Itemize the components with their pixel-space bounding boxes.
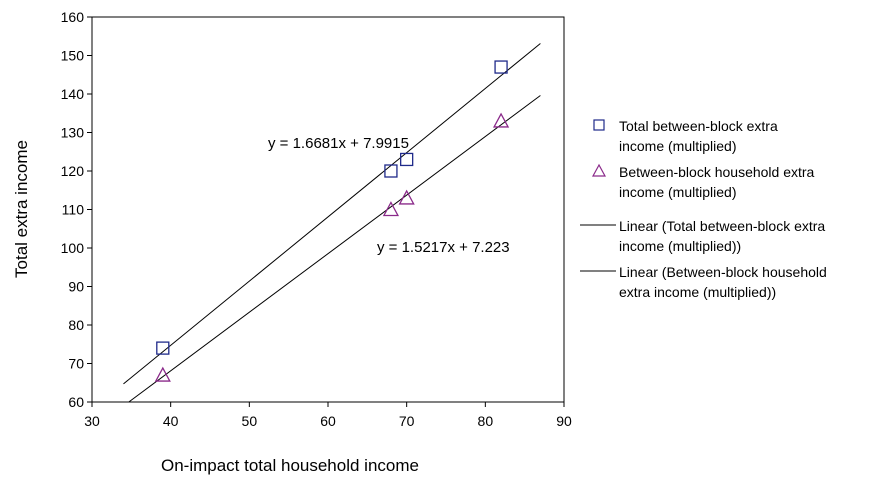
y-tick-label: 100 (61, 240, 85, 256)
y-axis-title: Total extra income (12, 140, 31, 278)
legend-label-line2: income (multiplied)) (619, 238, 741, 254)
x-tick-label: 90 (556, 413, 572, 429)
y-tick-label: 150 (61, 48, 85, 64)
y-tick-label: 130 (61, 125, 85, 141)
legend-entry: Linear (Between-block household extra inc… (580, 264, 827, 300)
y-tick-label: 90 (68, 279, 84, 295)
x-tick-label: 60 (320, 413, 336, 429)
x-tick-label: 40 (163, 413, 179, 429)
tick-layer: 30 40 50 60 70 80 90 60 70 80 90 100 110 120 130 140 150… (61, 9, 572, 429)
trendline-2 (128, 95, 541, 403)
data-point-triangle (382, 201, 400, 217)
legend-entry: Total between-block extra income (multipl… (593, 118, 778, 154)
x-tick-label: 70 (399, 413, 415, 429)
equation-layer: y = 1.6681x + 7.9915 y = 1.5217x + 7.223 (268, 135, 510, 256)
y-tick-label: 80 (68, 317, 84, 333)
data-point-square (384, 164, 398, 178)
data-point-triangle (492, 112, 510, 128)
legend: Total between-block extra income (multipl… (580, 118, 827, 300)
y-tick-label: 60 (68, 394, 84, 410)
legend-entry: Linear (Total between-block extra income … (580, 218, 825, 254)
x-tick-label: 80 (478, 413, 494, 429)
trendline-equation-2: y = 1.5217x + 7.223 (377, 239, 510, 256)
legend-marker-triangle (591, 163, 607, 177)
legend-label-line1: Total between-block extra (619, 118, 778, 134)
trendline-layer (123, 43, 541, 403)
y-tick-label: 160 (61, 9, 85, 25)
trendline-1 (123, 43, 541, 385)
data-point-triangle (154, 366, 171, 382)
legend-label-line2: extra income (multiplied)) (619, 284, 776, 300)
y-tick-label: 140 (61, 86, 85, 102)
trendline-equation-1: y = 1.6681x + 7.9915 (268, 135, 409, 152)
y-tick-label: 120 (61, 163, 85, 179)
legend-label-line1: Linear (Between-block household (619, 264, 827, 280)
data-point-triangle (398, 189, 415, 205)
y-tick-label: 70 (68, 356, 84, 372)
x-tick-label: 50 (242, 413, 258, 429)
data-point-square (494, 60, 508, 74)
data-point-square (156, 341, 170, 355)
legend-label-line2: income (multiplied) (619, 184, 736, 200)
plot-area (91, 16, 565, 403)
legend-label-line1: Between-block household extra (619, 164, 815, 180)
legend-entry: Between-block household extra income (mul… (591, 163, 815, 200)
data-point-square (400, 152, 414, 167)
legend-label-line1: Linear (Total between-block extra (619, 218, 825, 234)
legend-marker-square (593, 119, 605, 131)
y-tick-label: 110 (62, 202, 85, 218)
data-point-layer (154, 60, 510, 382)
x-axis-title: On-impact total household income (161, 456, 419, 475)
legend-label-line2: income (multiplied) (619, 138, 736, 154)
x-tick-label: 30 (84, 413, 100, 429)
